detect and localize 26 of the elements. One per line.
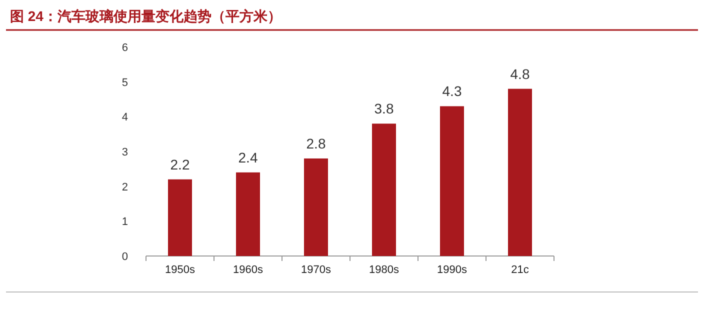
data-label: 2.4: [238, 149, 258, 166]
bar: [168, 179, 192, 256]
bar: [372, 124, 396, 256]
data-label: 4.8: [510, 66, 530, 82]
y-tick-label: 2: [122, 181, 128, 194]
x-tick-label: 1950s: [165, 264, 196, 276]
bar: [440, 106, 464, 256]
data-label: 4.3: [442, 83, 462, 100]
data-label: 2.2: [170, 156, 190, 172]
y-tick-label: 3: [122, 146, 128, 158]
bar: [304, 158, 328, 256]
bar: [508, 88, 532, 256]
title: 图 24：汽车玻璃使用量变化趋势（平方米）: [10, 8, 282, 24]
bar: [236, 172, 260, 256]
x-tick-label: 1970s: [301, 264, 332, 276]
y-tick-label: 6: [122, 42, 128, 54]
x-tick-label: 1990s: [437, 264, 468, 276]
y-tick-label: 1: [122, 216, 128, 228]
x-tick-label: 1980s: [369, 264, 400, 276]
y-tick-label: 4: [122, 112, 128, 124]
data-label: 2.8: [306, 135, 326, 152]
x-tick-label: 21c: [511, 264, 530, 276]
y-tick-label: 0: [122, 251, 128, 263]
y-tick-label: 5: [122, 76, 128, 89]
data-label: 3.8: [374, 100, 394, 117]
x-tick-label: 1960s: [233, 264, 264, 276]
